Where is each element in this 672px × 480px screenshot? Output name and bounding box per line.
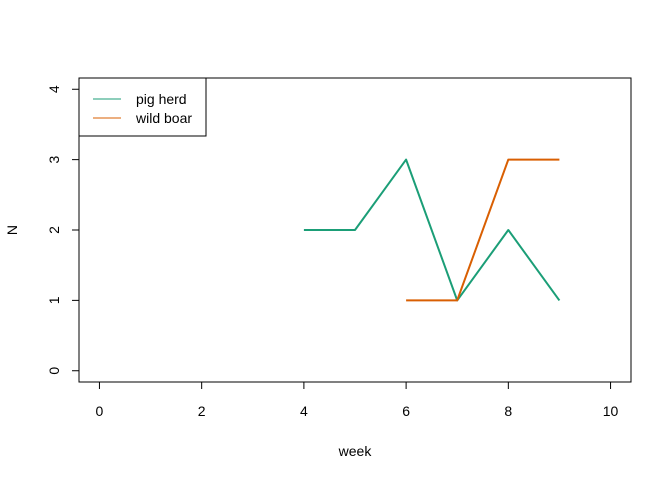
x-tick-label: 6	[402, 403, 410, 419]
x-tick-label: 10	[603, 403, 619, 419]
x-tick-label: 4	[300, 403, 308, 419]
y-tick-label: 1	[46, 296, 62, 304]
y-tick-label: 3	[46, 156, 62, 164]
x-axis-label: week	[338, 443, 373, 459]
series-layer	[303, 158, 561, 302]
y-tick-label: 4	[46, 85, 62, 93]
legend-label-wild-boar: wild boar	[135, 110, 192, 126]
legend: pig herd wild boar	[78, 77, 207, 137]
x-tick-label: 8	[504, 403, 512, 419]
legend-label-pig-herd: pig herd	[136, 91, 187, 107]
series-line-wild-boar	[406, 158, 560, 302]
x-axis: 0 2 4 6 8 10	[96, 381, 619, 419]
y-tick-label: 2	[46, 226, 62, 234]
x-tick-label: 2	[198, 403, 206, 419]
x-tick-label: 0	[96, 403, 104, 419]
y-tick-label: 0	[46, 367, 62, 375]
series-line-pig-herd	[303, 158, 561, 302]
legend-box	[78, 77, 207, 137]
y-axis-label: N	[4, 225, 20, 235]
